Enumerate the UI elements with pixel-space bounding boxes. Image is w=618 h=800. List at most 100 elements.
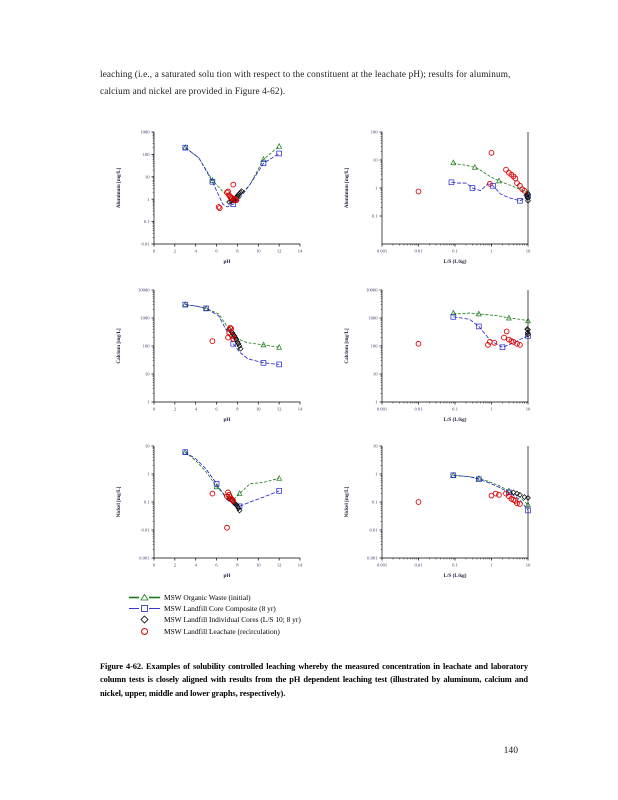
svg-text:10: 10 [373, 158, 378, 163]
svg-text:4: 4 [195, 249, 198, 254]
legend-item-label: MSW Landfill Leachate (recirculation) [164, 626, 280, 636]
svg-text:10: 10 [526, 563, 531, 568]
svg-text:4: 4 [195, 407, 198, 412]
chart-calcium-ls: 10000 1000 100 10 1 0.001 0.01 0.1 1 10 L/S (L/kg)… [336, 282, 536, 432]
svg-text:0.001: 0.001 [139, 556, 150, 561]
svg-text:1: 1 [147, 197, 150, 202]
svg-text:Aluminum [mg/L]: Aluminum [mg/L] [116, 167, 122, 208]
legend-item-label: MSW Landfill Core Composite (8 yr) [164, 604, 276, 614]
svg-text:1: 1 [375, 186, 378, 191]
figure-caption-text: Figure 4‑62. Examples of solubility cont… [100, 662, 528, 698]
svg-text:10000: 10000 [138, 288, 150, 293]
blue-dashed-square-line-icon [128, 603, 162, 614]
svg-text:Calcium [mg/L]: Calcium [mg/L] [116, 328, 122, 364]
figure-caption: Figure 4‑62. Examples of solubility cont… [100, 660, 528, 700]
svg-text:8: 8 [236, 249, 239, 254]
svg-text:10: 10 [256, 563, 261, 568]
svg-text:10: 10 [526, 249, 531, 254]
svg-text:0.001: 0.001 [367, 556, 378, 561]
svg-text:14: 14 [298, 249, 303, 254]
svg-text:Calcium [mg/L]: Calcium [mg/L] [344, 328, 350, 364]
svg-text:10: 10 [145, 372, 150, 377]
svg-text:Nickel [mg/L]: Nickel [mg/L] [116, 486, 122, 517]
svg-text:0.1: 0.1 [452, 407, 458, 412]
legend-item-label: MSW Landfill Individual Cores (L/S 10; 8… [164, 615, 301, 625]
svg-text:1: 1 [147, 472, 150, 477]
svg-text:pH: pH [224, 259, 231, 265]
svg-text:Aluminum [mg/L]: Aluminum [mg/L] [344, 167, 350, 208]
svg-text:1: 1 [490, 249, 493, 254]
svg-text:0.01: 0.01 [141, 528, 150, 533]
svg-text:L/S (L/kg): L/S (L/kg) [444, 416, 467, 423]
svg-text:10: 10 [373, 372, 378, 377]
svg-text:1000: 1000 [368, 316, 378, 321]
svg-text:0.001: 0.001 [377, 407, 388, 412]
svg-text:10: 10 [256, 407, 261, 412]
legend-item-individual-cores: MSW Landfill Individual Cores (L/S 10; 8… [128, 614, 428, 625]
svg-text:0.01: 0.01 [141, 242, 150, 247]
svg-text:Nickel [mg/L]: Nickel [mg/L] [344, 486, 350, 517]
svg-text:12: 12 [277, 407, 282, 412]
svg-text:1000: 1000 [140, 130, 150, 135]
legend-item-leachate: MSW Landfill Leachate (recirculation) [128, 626, 428, 637]
svg-text:12: 12 [277, 249, 282, 254]
svg-text:100: 100 [371, 130, 379, 135]
svg-text:10: 10 [526, 407, 531, 412]
page-number: 140 [503, 745, 518, 756]
svg-text:100: 100 [143, 152, 151, 157]
svg-text:10: 10 [145, 444, 150, 449]
svg-text:10000: 10000 [366, 288, 378, 293]
svg-text:100: 100 [371, 344, 379, 349]
svg-text:6: 6 [215, 407, 218, 412]
svg-text:8: 8 [236, 563, 239, 568]
svg-text:1: 1 [375, 472, 378, 477]
body-paragraph-text: leaching (i.e., a saturated solu tion wi… [100, 69, 511, 96]
svg-text:0.001: 0.001 [377, 249, 388, 254]
svg-text:1: 1 [490, 407, 493, 412]
svg-text:100: 100 [143, 344, 151, 349]
svg-text:L/S (L/kg): L/S (L/kg) [444, 572, 467, 579]
svg-text:1: 1 [147, 400, 150, 405]
svg-text:1000: 1000 [140, 316, 150, 321]
red-open-circle-icon [128, 626, 162, 637]
svg-text:pH: pH [224, 417, 231, 423]
svg-text:0.1: 0.1 [452, 249, 458, 254]
svg-text:0.01: 0.01 [414, 563, 423, 568]
svg-text:0.001: 0.001 [377, 563, 388, 568]
chart-nickel-ph: 10 1 0.1 0.01 0.001 0 2 4 6 8 10 12 14 pH Nickel [mg/L… [108, 438, 308, 588]
svg-text:1: 1 [490, 563, 493, 568]
svg-text:2: 2 [174, 563, 177, 568]
svg-text:10: 10 [373, 444, 378, 449]
svg-text:0.01: 0.01 [414, 407, 423, 412]
chart-calcium-ph: 10000 1000 100 10 1 0 2 4 6 8 10 12 14 pH Calcium [mg/… [108, 282, 308, 432]
svg-text:10: 10 [256, 249, 261, 254]
legend-item-core-composite: MSW Landfill Core Composite (8 yr) [128, 603, 428, 614]
svg-text:0.1: 0.1 [372, 500, 378, 505]
chart-aluminum-ph: 1000 100 10 1 0.1 0.01 0 2 4 6 8 10 12 14 pH Aluminum [… [108, 124, 308, 274]
black-open-diamond-icon [128, 614, 162, 625]
svg-text:1: 1 [375, 400, 378, 405]
svg-text:0.01: 0.01 [414, 249, 423, 254]
svg-text:2: 2 [174, 249, 177, 254]
svg-text:10: 10 [145, 174, 150, 179]
svg-text:0.1: 0.1 [144, 500, 150, 505]
green-dashed-triangle-line-icon [128, 592, 162, 603]
svg-text:14: 14 [298, 563, 303, 568]
figure-4-62: 1000 100 10 1 0.1 0.01 0 2 4 6 8 10 12 14 pH Aluminum [… [100, 122, 531, 642]
svg-text:8: 8 [236, 407, 239, 412]
svg-text:2: 2 [174, 407, 177, 412]
chart-aluminum-ls: 100 10 1 0.1 0.001 0.01 0.1 1 10 L/S (L/kg) Alumin… [336, 124, 536, 274]
svg-text:6: 6 [215, 563, 218, 568]
svg-text:0.1: 0.1 [144, 219, 150, 224]
svg-text:0: 0 [153, 407, 156, 412]
svg-text:12: 12 [277, 563, 282, 568]
svg-text:0.1: 0.1 [372, 214, 378, 219]
body-paragraph: leaching (i.e., a saturated solu tion wi… [100, 66, 524, 100]
svg-text:0.01: 0.01 [369, 528, 378, 533]
figure-legend: MSW Organic Waste (initial) MSW Landfill… [128, 592, 428, 637]
svg-text:L/S (L/kg): L/S (L/kg) [444, 258, 467, 265]
legend-item-label: MSW Organic Waste (initial) [164, 593, 251, 602]
chart-grid: 1000 100 10 1 0.1 0.01 0 2 4 6 8 10 12 14 pH Aluminum [… [100, 122, 531, 584]
svg-text:0: 0 [153, 563, 156, 568]
